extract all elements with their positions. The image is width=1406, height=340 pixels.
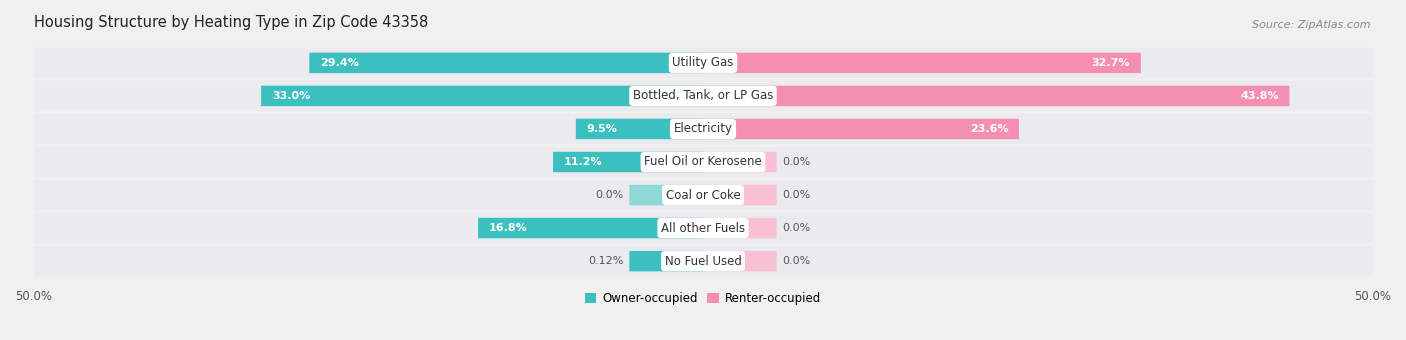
FancyBboxPatch shape	[703, 218, 776, 238]
FancyBboxPatch shape	[34, 48, 1372, 78]
Text: 29.4%: 29.4%	[321, 58, 359, 68]
FancyBboxPatch shape	[34, 81, 1372, 111]
Text: Electricity: Electricity	[673, 122, 733, 135]
FancyBboxPatch shape	[34, 213, 1372, 243]
FancyBboxPatch shape	[703, 86, 1289, 106]
Text: No Fuel Used: No Fuel Used	[665, 255, 741, 268]
FancyBboxPatch shape	[309, 53, 703, 73]
Text: 32.7%: 32.7%	[1091, 58, 1130, 68]
Text: Fuel Oil or Kerosene: Fuel Oil or Kerosene	[644, 155, 762, 169]
FancyBboxPatch shape	[262, 86, 703, 106]
FancyBboxPatch shape	[34, 246, 1372, 276]
FancyBboxPatch shape	[703, 119, 1019, 139]
Text: 33.0%: 33.0%	[271, 91, 311, 101]
FancyBboxPatch shape	[630, 185, 703, 205]
Text: 23.6%: 23.6%	[970, 124, 1008, 134]
Text: 0.12%: 0.12%	[589, 256, 624, 266]
Text: 16.8%: 16.8%	[489, 223, 527, 233]
Text: 43.8%: 43.8%	[1240, 91, 1279, 101]
FancyBboxPatch shape	[34, 180, 1372, 210]
Text: Housing Structure by Heating Type in Zip Code 43358: Housing Structure by Heating Type in Zip…	[34, 15, 427, 30]
FancyBboxPatch shape	[630, 251, 703, 271]
Text: Utility Gas: Utility Gas	[672, 56, 734, 69]
Text: 0.0%: 0.0%	[782, 223, 810, 233]
Text: 9.5%: 9.5%	[586, 124, 617, 134]
FancyBboxPatch shape	[703, 185, 776, 205]
FancyBboxPatch shape	[553, 152, 703, 172]
Text: Source: ZipAtlas.com: Source: ZipAtlas.com	[1253, 20, 1371, 30]
Text: 0.0%: 0.0%	[782, 157, 810, 167]
FancyBboxPatch shape	[576, 119, 703, 139]
FancyBboxPatch shape	[703, 251, 776, 271]
FancyBboxPatch shape	[34, 147, 1372, 177]
Legend: Owner-occupied, Renter-occupied: Owner-occupied, Renter-occupied	[579, 287, 827, 310]
FancyBboxPatch shape	[703, 152, 776, 172]
FancyBboxPatch shape	[478, 218, 703, 238]
Text: 0.0%: 0.0%	[596, 190, 624, 200]
Text: Bottled, Tank, or LP Gas: Bottled, Tank, or LP Gas	[633, 89, 773, 102]
Text: 0.0%: 0.0%	[782, 256, 810, 266]
FancyBboxPatch shape	[34, 114, 1372, 144]
FancyBboxPatch shape	[703, 53, 1140, 73]
Text: 0.0%: 0.0%	[782, 190, 810, 200]
Text: Coal or Coke: Coal or Coke	[665, 189, 741, 202]
Text: 11.2%: 11.2%	[564, 157, 602, 167]
Text: All other Fuels: All other Fuels	[661, 222, 745, 235]
